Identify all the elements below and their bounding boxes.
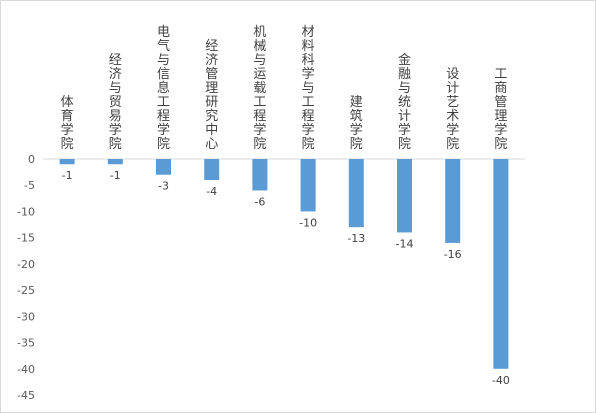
data-label: -10 xyxy=(299,216,317,229)
category-label: 电气与信息工程学院 xyxy=(157,25,170,152)
category-label: 工商管理学院 xyxy=(494,67,507,152)
data-label: -3 xyxy=(158,180,169,193)
category-label: 体育学院 xyxy=(61,95,74,152)
category-label: 经济管理研究中心 xyxy=(205,39,218,152)
data-label: -1 xyxy=(110,169,121,182)
bar xyxy=(348,159,364,228)
bar xyxy=(204,159,220,180)
y-tick-label: -30 xyxy=(17,310,35,323)
y-tick-label: -35 xyxy=(17,337,35,350)
category-label: 材料科学与工程学院 xyxy=(302,25,315,152)
category-label: 经济与贸易学院 xyxy=(109,53,122,152)
bar xyxy=(252,159,268,191)
y-tick-label: -25 xyxy=(17,284,35,297)
data-label: -4 xyxy=(206,185,217,198)
y-tick-label: -5 xyxy=(24,179,35,192)
y-tick-label: -45 xyxy=(17,389,35,402)
category-labels: 体育学院 经济与贸易学院 电气与信息工程学院 经济管理研究中心 机械与运载工程学院 材料科… xyxy=(61,25,508,152)
data-label: -6 xyxy=(254,195,265,208)
data-labels: -1 -1 -3 -4 -6 -10 -13 -14 -16 -40 xyxy=(62,169,510,387)
bar xyxy=(445,159,461,243)
y-tick-label: -20 xyxy=(17,258,35,271)
bar xyxy=(59,159,75,165)
y-tick-label: 0 xyxy=(28,153,35,166)
data-label: -14 xyxy=(396,237,414,250)
data-label: -16 xyxy=(444,248,462,261)
bar xyxy=(107,159,123,165)
bar xyxy=(300,159,316,212)
y-tick-label: -15 xyxy=(17,232,35,245)
category-label: 设计艺术学院 xyxy=(446,67,459,152)
y-tick-label: -40 xyxy=(17,363,35,376)
bar xyxy=(156,159,171,175)
y-axis: 0 -5 -10 -15 -20 -25 -30 -35 -40 -45 xyxy=(17,153,35,402)
bar xyxy=(397,159,412,233)
data-label: -1 xyxy=(62,169,73,182)
category-label: 金融与统计学院 xyxy=(398,52,411,152)
bars xyxy=(59,159,509,369)
bar xyxy=(493,159,509,369)
category-label: 机械与运载工程学院 xyxy=(253,25,266,152)
data-label: -40 xyxy=(492,374,510,387)
data-label: -13 xyxy=(347,232,365,245)
category-label: 建筑学院 xyxy=(350,95,363,152)
y-tick-label: -10 xyxy=(17,205,35,218)
